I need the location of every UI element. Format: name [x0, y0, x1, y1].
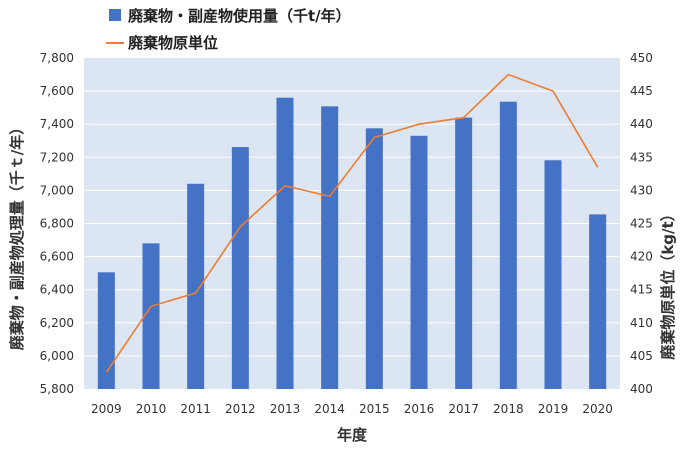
- bar: [410, 135, 428, 389]
- gridlines: [84, 90, 620, 357]
- y2-tick-label: 450: [630, 51, 653, 65]
- x-tick-label: 2012: [225, 402, 256, 416]
- bar: [455, 117, 473, 389]
- legend: 廃棄物・副産物使用量（千t/年） 廃棄物原単位: [106, 7, 351, 52]
- y-tick-label: 7,000: [40, 183, 74, 197]
- y2-tick-label: 425: [630, 217, 653, 231]
- y-tick-label: 6,800: [40, 217, 74, 231]
- x-tick-label: 2019: [538, 402, 569, 416]
- bar: [365, 128, 383, 389]
- left-axis-ticks: 5,800 6,000 6,200 6,400 6,600 6,800 7,000 7,200…: [40, 51, 74, 396]
- y-tick-label: 7,800: [40, 51, 74, 65]
- x-tick-label: 2010: [136, 402, 167, 416]
- y2-tick-label: 410: [630, 316, 653, 330]
- bar: [142, 243, 160, 389]
- y-tick-label: 6,600: [40, 250, 74, 264]
- y2-tick-label: 435: [630, 150, 653, 164]
- bar: [321, 106, 339, 390]
- legend-bar-swatch: [109, 9, 121, 21]
- x-axis-title: 年度: [337, 426, 368, 444]
- y-tick-label: 7,400: [40, 117, 74, 131]
- x-tick-label: 2020: [582, 402, 613, 416]
- x-tick-label: 2017: [448, 402, 479, 416]
- bar: [589, 214, 607, 389]
- right-axis-ticks: 400 405 410 415 420 425 430 435 440 445 450: [630, 51, 653, 396]
- x-axis-ticks: 2009 2010 2011 2012 2013 2014 2015 2016 2017 2018…: [91, 402, 613, 416]
- y2-tick-label: 440: [630, 117, 653, 131]
- y-tick-label: 7,200: [40, 150, 74, 164]
- y2-tick-label: 415: [630, 283, 653, 297]
- x-tick-label: 2018: [493, 402, 524, 416]
- series-line: [105, 73, 599, 373]
- y2-tick-label: 405: [630, 349, 653, 363]
- legend-line-label: 廃棄物原単位: [128, 34, 218, 52]
- y2-tick-label: 400: [630, 382, 653, 396]
- bar: [499, 101, 517, 389]
- x-tick-label: 2014: [314, 402, 345, 416]
- y-tick-label: 6,200: [40, 316, 74, 330]
- x-tick-label: 2016: [404, 402, 435, 416]
- y-axis-title: 廃棄物・副産物処理量（千ｔ/年）: [8, 120, 26, 350]
- bar: [544, 160, 562, 389]
- y2-tick-label: 445: [630, 84, 653, 98]
- x-tick-label: 2011: [180, 402, 211, 416]
- x-tick-label: 2013: [270, 402, 301, 416]
- y-tick-label: 6,000: [40, 349, 74, 363]
- y2-axis-title: 廃棄物原単位（kg/t）: [659, 206, 677, 359]
- bar: [97, 272, 115, 389]
- line-series: [105, 73, 599, 373]
- y-tick-label: 5,800: [40, 382, 74, 396]
- bar: [231, 147, 249, 389]
- bar: [276, 97, 294, 389]
- bar-series: [97, 97, 607, 390]
- y-tick-label: 6,400: [40, 283, 74, 297]
- y2-tick-label: 420: [630, 250, 653, 264]
- legend-bar-label: 廃棄物・副産物使用量（千t/年）: [128, 7, 351, 25]
- x-tick-label: 2015: [359, 402, 390, 416]
- y-tick-label: 7,600: [40, 84, 74, 98]
- bar: [187, 183, 205, 389]
- y2-tick-label: 430: [630, 183, 653, 197]
- x-tick-label: 2009: [91, 402, 122, 416]
